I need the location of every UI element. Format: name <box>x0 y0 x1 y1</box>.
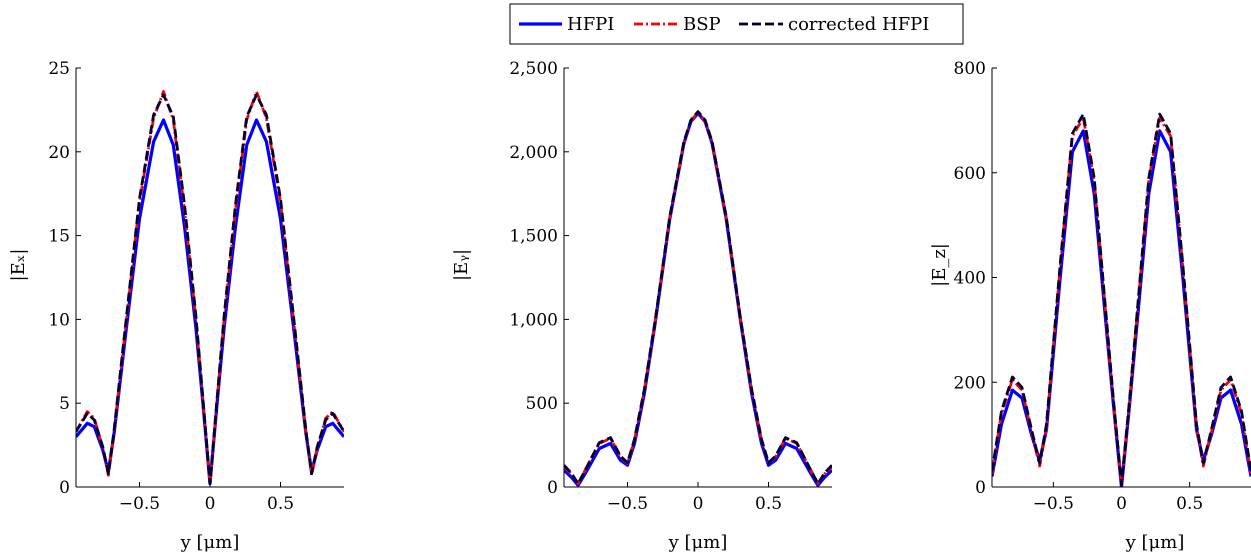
x-tick-label: 0.5 <box>267 494 294 514</box>
legend-label-hfpi: HFPI <box>567 14 614 35</box>
y-tick-label: 800 <box>954 59 986 79</box>
y-tick-label: 0 <box>59 478 70 498</box>
ylabel-ex: |Eₓ| <box>8 249 29 282</box>
y-tick-label: 5 <box>59 394 70 414</box>
y-tick-label: 0 <box>975 478 986 498</box>
panel-ex: |Eₓ| y [μm] 0 5 10 15 20 25 −0.5 0 0.5 <box>8 59 344 553</box>
y-tick-label: 1,500 <box>509 227 558 247</box>
legend-label-bsp: BSP <box>683 14 721 35</box>
x-tick-label: −0.5 <box>607 494 648 514</box>
y-tick-label: 600 <box>954 164 986 184</box>
y-tick-label: 2,000 <box>509 143 558 163</box>
xlabel-ey: y [μm] <box>668 532 728 553</box>
series-line-hfpi <box>564 111 832 487</box>
y-tick-label: 400 <box>954 269 986 289</box>
series-line-hfpi <box>76 118 344 486</box>
panel-ey: |Eᵧ| y [μm] 0 500 1,000 1,500 2,000 2,500 −0.5… <box>451 59 832 553</box>
ylabel-ey: |Eᵧ| <box>451 249 472 281</box>
x-tick-label: 0 <box>205 494 216 514</box>
y-tick-label: 15 <box>48 227 70 247</box>
xlabel-ez: y [μm] <box>1125 532 1185 553</box>
series-line-bsp <box>564 111 832 486</box>
ylabel-ez: |E_z| <box>929 243 950 287</box>
x-tick-label: 0.5 <box>1176 494 1203 514</box>
x-tick-label: 0 <box>1116 494 1127 514</box>
y-tick-label: 0 <box>547 478 558 498</box>
y-tick-label: 200 <box>954 373 986 393</box>
y-tick-label: 2,500 <box>509 59 558 79</box>
x-tick-label: 0.5 <box>755 494 782 514</box>
legend-frame <box>509 3 964 45</box>
xlabel-ex: y [μm] <box>180 532 240 553</box>
x-tick-label: 0 <box>693 494 704 514</box>
y-tick-label: 1,000 <box>509 310 558 330</box>
x-tick-label: −0.5 <box>1033 494 1074 514</box>
y-tick-label: 10 <box>48 310 70 330</box>
legend-label-corrected-hfpi: corrected HFPI <box>788 14 929 35</box>
y-tick-label: 500 <box>526 394 558 414</box>
y-tick-label: 20 <box>48 143 70 163</box>
legend: HFPI BSP corrected HFPI <box>509 3 964 45</box>
panel-ez: |E_z| y [μm] 0 200 400 600 800 −0.5 0 0.5 <box>929 59 1251 553</box>
series-line-corrected-hfpi <box>564 110 832 486</box>
x-tick-label: −0.5 <box>119 494 160 514</box>
y-tick-label: 25 <box>48 59 70 79</box>
series-line-bsp <box>992 116 1251 486</box>
